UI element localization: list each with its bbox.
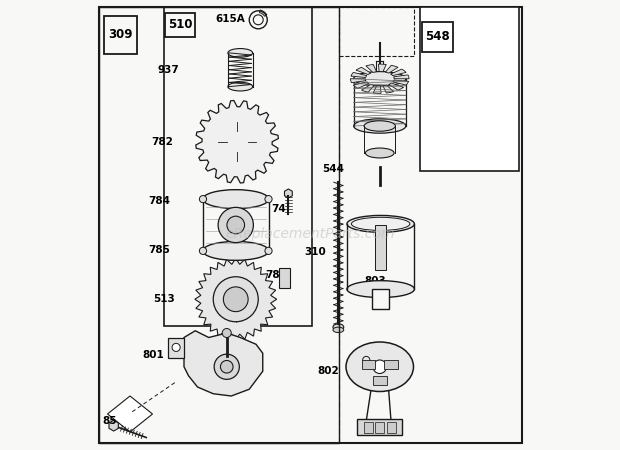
Ellipse shape	[346, 342, 414, 392]
Polygon shape	[350, 79, 366, 83]
Text: 785: 785	[149, 245, 170, 255]
Polygon shape	[420, 7, 520, 171]
Polygon shape	[109, 420, 118, 431]
Text: 309: 309	[108, 28, 133, 41]
Ellipse shape	[364, 121, 396, 131]
Polygon shape	[184, 331, 263, 396]
Polygon shape	[366, 64, 376, 72]
Text: 937: 937	[157, 65, 180, 75]
Circle shape	[373, 360, 386, 373]
Bar	[375, 225, 386, 270]
Polygon shape	[383, 85, 394, 93]
Ellipse shape	[352, 217, 410, 230]
Bar	[278, 268, 290, 288]
Text: 74: 74	[272, 204, 286, 214]
Bar	[361, 360, 375, 369]
Circle shape	[221, 360, 233, 373]
Text: 310: 310	[304, 247, 326, 257]
Polygon shape	[356, 68, 371, 75]
Circle shape	[200, 195, 206, 203]
Circle shape	[200, 247, 206, 255]
Polygon shape	[107, 396, 153, 432]
Polygon shape	[394, 75, 409, 79]
Polygon shape	[392, 80, 409, 85]
Circle shape	[213, 277, 259, 322]
Ellipse shape	[365, 148, 394, 158]
Circle shape	[222, 328, 231, 338]
Polygon shape	[378, 64, 386, 72]
Ellipse shape	[353, 72, 406, 86]
Bar	[386, 422, 396, 433]
Circle shape	[265, 195, 272, 203]
Polygon shape	[391, 69, 406, 76]
Ellipse shape	[333, 327, 343, 333]
Text: 784: 784	[149, 196, 170, 206]
Polygon shape	[386, 65, 398, 73]
Text: 548: 548	[425, 30, 450, 43]
Polygon shape	[285, 189, 292, 198]
Polygon shape	[168, 338, 184, 358]
Text: eReplacementParts.com: eReplacementParts.com	[225, 227, 395, 241]
Circle shape	[265, 247, 272, 255]
Bar	[357, 419, 402, 435]
Polygon shape	[389, 83, 404, 90]
Ellipse shape	[203, 190, 269, 209]
Circle shape	[226, 131, 247, 152]
Polygon shape	[195, 258, 277, 340]
Polygon shape	[361, 85, 374, 92]
Text: 802: 802	[317, 366, 339, 376]
Circle shape	[215, 120, 259, 163]
Polygon shape	[373, 86, 381, 93]
Polygon shape	[196, 100, 278, 183]
Text: 544: 544	[322, 164, 343, 174]
Ellipse shape	[203, 241, 269, 260]
Text: 85: 85	[102, 416, 117, 426]
Text: 513: 513	[153, 294, 175, 304]
Ellipse shape	[347, 216, 414, 232]
Bar	[372, 289, 389, 310]
Text: 801: 801	[142, 351, 164, 360]
Polygon shape	[353, 82, 369, 88]
Circle shape	[227, 216, 244, 234]
Text: 803: 803	[364, 276, 386, 286]
Circle shape	[223, 287, 248, 311]
Bar	[384, 360, 398, 369]
Bar	[373, 376, 386, 385]
Circle shape	[172, 343, 180, 351]
Text: 783: 783	[265, 270, 287, 279]
Circle shape	[218, 207, 254, 243]
Bar	[364, 422, 373, 433]
Text: 510: 510	[168, 18, 192, 31]
Ellipse shape	[347, 281, 414, 297]
Ellipse shape	[333, 324, 343, 330]
Circle shape	[214, 354, 239, 379]
Ellipse shape	[353, 119, 406, 133]
Polygon shape	[351, 72, 367, 77]
Ellipse shape	[228, 82, 252, 91]
Bar	[375, 422, 384, 433]
Text: 615A: 615A	[216, 14, 246, 24]
Text: 782: 782	[151, 137, 173, 147]
Ellipse shape	[228, 49, 252, 57]
